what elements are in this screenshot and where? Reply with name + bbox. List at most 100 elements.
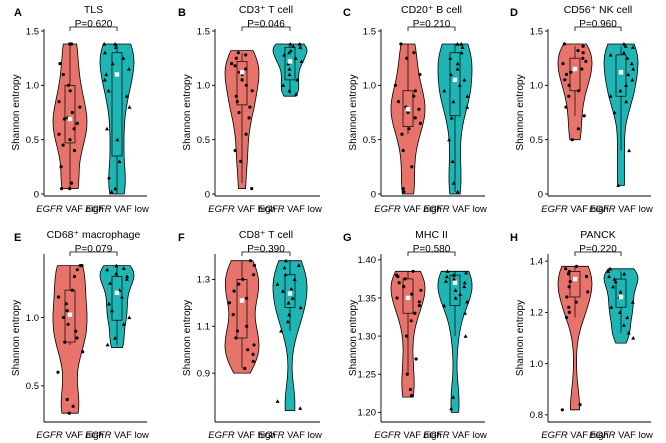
y-tick-label: 1.0 — [363, 81, 376, 92]
y-tick-label: 1.25 — [358, 370, 377, 381]
data-point — [63, 340, 67, 344]
significance-bracket — [407, 251, 456, 256]
data-point — [393, 83, 397, 87]
data-point — [287, 50, 292, 55]
data-point — [442, 88, 447, 93]
data-point — [625, 315, 630, 320]
data-point — [414, 357, 418, 361]
box — [449, 274, 461, 306]
y-axis-label: Shannon entropy — [348, 74, 359, 150]
violin-vaf-low — [272, 42, 308, 97]
data-point — [608, 266, 613, 271]
panel-letter: A — [14, 7, 22, 19]
p-value: P=0.620 — [75, 19, 113, 30]
mean-marker — [239, 298, 245, 303]
p-value: P=0.960 — [579, 19, 617, 30]
data-point — [465, 299, 470, 304]
data-point — [406, 110, 410, 115]
violin-vaf-high — [390, 42, 426, 195]
data-point — [275, 282, 280, 286]
box — [615, 54, 627, 97]
data-point — [451, 395, 456, 399]
data-point — [612, 110, 617, 115]
box — [64, 289, 76, 343]
data-point — [105, 126, 109, 131]
data-point — [618, 289, 623, 294]
panel-b: B CD3⁺ T cell P=0.046 0 0.5 1.0 1.5 Shannon ent… — [178, 4, 322, 215]
data-point — [248, 105, 252, 109]
y-tick-label: 0.5 — [363, 135, 376, 146]
data-point — [65, 309, 69, 313]
mean-marker — [114, 290, 120, 296]
y-tick-label: 0 — [205, 189, 210, 200]
mean-marker — [618, 70, 624, 75]
data-point — [290, 296, 295, 300]
data-point — [566, 272, 571, 276]
panel-f: F CD8⁺ T cell P=0.390 0.9 1.1 1.3 Shannon entr… — [178, 229, 322, 441]
data-point — [251, 359, 255, 363]
data-point — [451, 181, 456, 185]
data-point — [70, 181, 74, 185]
data-point — [567, 94, 571, 98]
data-point — [417, 300, 421, 304]
data-point — [612, 277, 617, 281]
data-point — [102, 42, 107, 46]
data-point — [227, 301, 232, 305]
data-point — [465, 94, 470, 98]
data-point — [562, 42, 567, 46]
data-point — [61, 315, 66, 320]
data-point — [627, 148, 632, 153]
data-point — [231, 313, 235, 317]
data-point — [576, 127, 581, 131]
data-point — [110, 61, 115, 66]
data-point — [607, 274, 612, 279]
data-point — [297, 42, 302, 46]
data-point — [465, 105, 470, 109]
data-point — [105, 267, 110, 272]
data-point — [449, 115, 454, 120]
data-point — [105, 342, 110, 347]
data-point — [61, 72, 65, 77]
data-point — [585, 274, 589, 279]
x-category-label: EGFR VAF high — [36, 430, 103, 441]
data-point — [230, 62, 234, 66]
data-point — [578, 403, 582, 407]
mean-marker — [114, 72, 120, 77]
x-category-label: EGFR VAF high — [374, 430, 441, 441]
data-point — [285, 319, 290, 324]
violin-vaf-high — [224, 50, 260, 191]
data-point — [460, 45, 465, 49]
box — [236, 61, 248, 106]
data-point — [626, 330, 631, 335]
data-point — [563, 78, 567, 82]
data-point — [405, 334, 409, 338]
data-point — [236, 51, 240, 55]
data-point — [455, 67, 460, 71]
data-point — [402, 190, 406, 194]
p-value: P=0.580 — [413, 244, 451, 255]
data-point — [284, 258, 288, 263]
data-point — [444, 274, 449, 279]
data-point — [455, 61, 460, 66]
panel-letter: F — [178, 232, 185, 244]
y-tick-label: 1.1 — [197, 322, 210, 333]
panel-title: PANCK — [580, 229, 615, 241]
data-point — [235, 100, 239, 104]
panel-d: D CD56⁺ NK cell P=0.960 0 0.5 1.0 1.5 Shannon e… — [510, 4, 653, 215]
significance-bracket — [574, 26, 622, 31]
data-point — [581, 44, 585, 48]
data-point — [413, 311, 417, 315]
data-point — [61, 143, 65, 147]
data-point — [409, 394, 414, 398]
mean-marker — [239, 70, 245, 75]
data-point — [233, 148, 237, 153]
data-point — [125, 274, 130, 279]
data-point — [618, 310, 622, 314]
significance-bracket — [241, 251, 291, 256]
data-point — [401, 148, 405, 153]
data-point — [569, 70, 573, 74]
panel-c: C CD20⁺ B cell P=0.210 0 0.5 1.0 1.5 Shannon en… — [343, 4, 487, 215]
data-point — [298, 305, 303, 310]
violin-vaf-low — [272, 258, 308, 411]
violin-vaf-low — [603, 42, 639, 187]
